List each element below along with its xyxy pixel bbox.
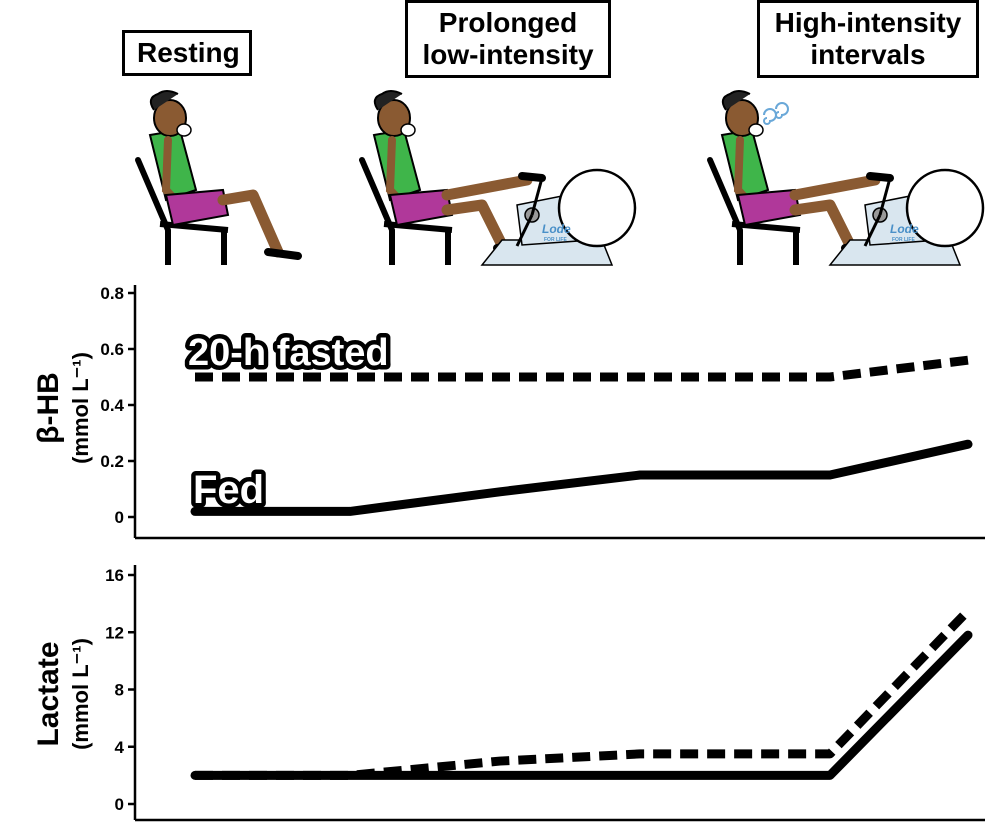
- crank-arm-bottom-icon: [863, 214, 882, 247]
- chair-back-icon: [359, 157, 395, 233]
- shorts-icon: [736, 188, 802, 227]
- beta-hb-series-fed-line: [190, 439, 973, 516]
- mouthpiece-icon: [748, 123, 764, 137]
- flywheel-icon: [557, 168, 637, 248]
- lower-leg-icon: [441, 199, 508, 251]
- beta-hb-ytick-label-1: 0.2: [100, 452, 124, 471]
- beta-hb-series-label-fasted: 20-h fasted: [188, 332, 389, 374]
- shoe-icon: [264, 248, 302, 260]
- chair-seat-icon: [159, 221, 229, 233]
- shorts-icon: [164, 188, 230, 227]
- lactate-ytick-label-4: 16: [105, 566, 124, 585]
- beta-hb-ytick-label-0: 0: [115, 508, 124, 527]
- lactate-ylabel: Lactate: [32, 641, 65, 746]
- beta-hb-ylabel: β-HB: [32, 372, 65, 444]
- beta-hb-ytick-label-4: 0.8: [100, 284, 124, 303]
- hair-icon: [149, 90, 179, 111]
- ergometer-logo-tag: FOR LIFE: [544, 237, 567, 243]
- torso-icon: [720, 128, 770, 202]
- phase-label-prolonged-line1: Prolonged: [438, 7, 578, 38]
- phase-label-resting-text: Resting: [137, 37, 240, 68]
- lactate-ylabel-unit: (mmol L⁻¹): [68, 638, 93, 750]
- resting-figure-icon: [135, 90, 302, 265]
- hair-icon: [373, 90, 403, 111]
- beta-hb-series: [190, 355, 973, 516]
- phase-label-high-intensity: High-intensity intervals: [757, 0, 979, 78]
- shoe-top-icon: [866, 172, 894, 182]
- phase-label-high-intensity-line2: intervals: [810, 39, 926, 70]
- chair-seat-icon: [731, 221, 801, 233]
- beta-hb-series-label-fed: Fed: [193, 468, 264, 512]
- phase-label-high-intensity-line1: High-intensity: [774, 7, 962, 38]
- beta-hb-panel: 0 0.2 0.4 0.6 0.8 20-h fasted Fed β-HB (mmol…: [32, 284, 985, 540]
- phase-label-prolonged: Prolonged low-intensity: [405, 0, 611, 78]
- lactate-axes: [133, 565, 985, 822]
- lactate-ytick-label-2: 8: [115, 681, 124, 700]
- beta-hb-ytick-label-2: 0.4: [100, 396, 124, 415]
- crank-arm-top-icon: [878, 177, 892, 216]
- beta-hb-series-fasted-line: [195, 355, 969, 382]
- torso-icon: [148, 128, 198, 202]
- mouthpiece-icon: [176, 123, 192, 137]
- chair-legs-icon: [737, 230, 799, 265]
- lactate-series-fed-line: [190, 630, 973, 780]
- ergometer-logo-brand: Lode: [542, 222, 571, 236]
- upper-leg-icon: [789, 174, 881, 201]
- lactate-ytick-label-0: 0: [115, 795, 124, 814]
- breath-swirl-icon-1: [775, 102, 789, 119]
- beta-hb-ytick-label-3: 0.6: [100, 340, 124, 359]
- chair-back-icon: [707, 157, 743, 233]
- lactate-ytick-label-3: 12: [105, 623, 124, 642]
- hair-icon: [721, 90, 751, 111]
- flywheel-icon: [905, 168, 985, 248]
- chair-legs-icon: [165, 230, 227, 265]
- ergometer-logo-brand: Lode: [890, 222, 919, 236]
- beta-hb-ticks: 0 0.2 0.4 0.6 0.8: [100, 284, 135, 527]
- crank-arm-top-icon: [530, 177, 544, 216]
- leg-icon: [217, 189, 284, 258]
- beta-hb-axes: [133, 285, 985, 540]
- chair-back-icon: [135, 157, 171, 233]
- shorts-icon: [388, 188, 454, 227]
- torso-icon: [372, 128, 422, 202]
- chair-seat-icon: [383, 221, 453, 233]
- lactate-panel: 0 4 8 12 16 Lactate (mmol L⁻¹): [32, 565, 985, 822]
- mouthpiece-icon: [400, 123, 416, 137]
- lower-leg-icon: [789, 199, 856, 251]
- chair-legs-icon: [389, 230, 451, 265]
- upper-leg-icon: [441, 174, 533, 201]
- lactate-ticks: 0 4 8 12 16: [105, 566, 135, 814]
- crank-arm-bottom-icon: [515, 214, 534, 247]
- shoe-top-icon: [518, 172, 546, 182]
- ergometer-logo-tag: FOR LIFE: [892, 237, 915, 243]
- breath-swirl-icon-0: [763, 108, 777, 125]
- lactate-ytick-label-1: 4: [115, 738, 125, 757]
- lactate-series: [190, 607, 973, 780]
- beta-hb-ylabel-unit: (mmol L⁻¹): [68, 352, 93, 464]
- phase-label-prolonged-line2: low-intensity: [422, 39, 594, 70]
- phase-label-resting: Resting: [122, 30, 252, 76]
